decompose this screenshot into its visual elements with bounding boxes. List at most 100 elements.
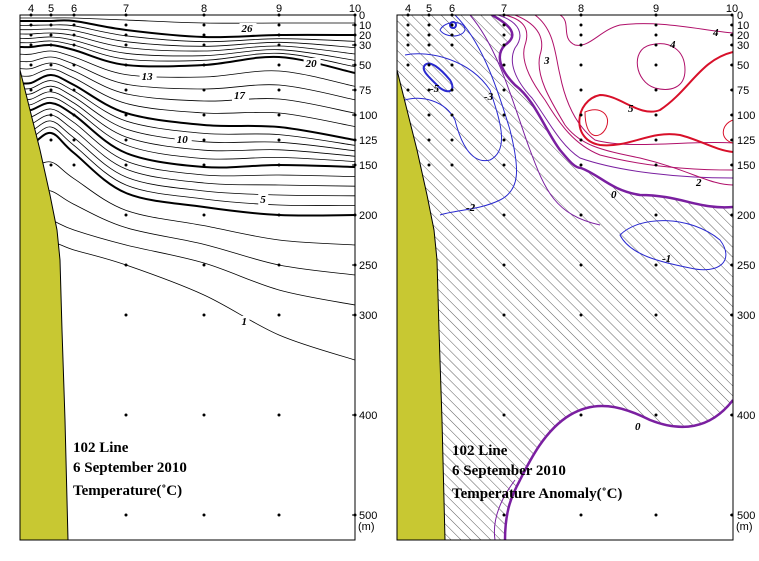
sample-point: [654, 88, 658, 92]
negative-anomaly-hatch: [397, 15, 733, 540]
station-label: 10: [349, 3, 361, 15]
sample-point: [72, 33, 76, 37]
sample-point: [450, 33, 454, 37]
sample-point: [124, 213, 128, 217]
isotherm-19: [20, 50, 355, 87]
sample-point: [202, 313, 206, 317]
sample-point: [502, 413, 506, 417]
sample-point: [124, 313, 128, 317]
sample-point: [502, 23, 506, 27]
sample-point: [72, 63, 76, 67]
sample-point: [579, 33, 583, 37]
sample-point: [124, 23, 128, 27]
sample-point: [654, 413, 658, 417]
sample-point: [277, 263, 281, 267]
isotherm-20: [20, 43, 355, 74]
contour-label: 0: [611, 189, 617, 201]
sample-point: [277, 33, 281, 37]
sample-point: [202, 23, 206, 27]
title-line: 102 Line: [73, 440, 129, 456]
isotherm-15: [20, 74, 355, 141]
sample-point: [502, 313, 506, 317]
isotherm-23: [20, 32, 355, 55]
contour-label: 17: [234, 90, 246, 102]
contour-label: 4: [669, 39, 676, 51]
depth-label: 20: [359, 30, 371, 42]
station-label: 4: [405, 3, 411, 15]
isotherm-13: [20, 85, 355, 152]
station-label: 4: [28, 3, 34, 15]
sample-point: [202, 163, 206, 167]
contour-label: 3: [543, 55, 550, 67]
sample-point: [502, 138, 506, 142]
sample-point: [277, 138, 281, 142]
contour-5-edge: [722, 119, 733, 144]
isotherm-12: [20, 91, 355, 157]
depth-label: 125: [737, 135, 755, 147]
sample-point: [406, 88, 410, 92]
sample-point: [277, 43, 281, 47]
contour-label: -1: [662, 253, 671, 265]
contour-minus3: [404, 53, 503, 162]
sample-point: [72, 43, 76, 47]
plot-frame: [19, 14, 356, 541]
depth-label: 10: [359, 20, 371, 32]
isotherm-25: [20, 24, 355, 43]
axes: 4 5 6 7 8 9 1001020305075100125150200250300400…: [405, 3, 755, 533]
station-label: 9: [276, 3, 282, 15]
sample-point: [450, 63, 454, 67]
contour-label: 5: [260, 194, 266, 206]
sample-point: [202, 43, 206, 47]
sample-point: [202, 113, 206, 117]
sample-point: [29, 23, 33, 27]
sample-point: [579, 313, 583, 317]
depth-label: 100: [359, 110, 377, 122]
depth-label: 300: [359, 310, 377, 322]
sample-point: [72, 163, 76, 167]
contour-label: 10: [177, 134, 189, 146]
sample-point: [202, 513, 206, 517]
depth-label: 200: [359, 210, 377, 222]
plot-frame: [396, 14, 734, 541]
sample-point: [654, 213, 658, 217]
station-label: 8: [201, 3, 207, 15]
sample-point: [406, 43, 410, 47]
sample-point: [427, 113, 431, 117]
depth-label: 400: [359, 410, 377, 422]
contour-label: 0: [635, 421, 641, 433]
station-label: 5: [48, 3, 54, 15]
sample-point: [277, 163, 281, 167]
sample-point: [579, 88, 583, 92]
sample-point: [124, 513, 128, 517]
sample-point: [502, 88, 506, 92]
sample-point: [49, 88, 53, 92]
isotherm-8: [20, 114, 355, 187]
isotherm-10: [20, 101, 355, 169]
contour-label: -5: [430, 83, 440, 95]
contour-5: [578, 51, 733, 153]
contour-bottom-left: [493, 479, 516, 540]
depth-label: 125: [359, 135, 377, 147]
sample-point: [72, 88, 76, 92]
contour-4-loop: [636, 43, 686, 90]
depth-label: 50: [359, 60, 371, 72]
sample-point: [72, 113, 76, 117]
sample-point: [579, 23, 583, 27]
label-bg: [139, 71, 157, 82]
sample-point: [277, 113, 281, 117]
sample-point: [124, 263, 128, 267]
sample-point: [579, 413, 583, 417]
sample-point: [277, 88, 281, 92]
sample-point: [202, 213, 206, 217]
station-label: 9: [653, 3, 659, 15]
station-label: 6: [449, 3, 455, 15]
contour-label: 5: [628, 103, 634, 115]
station-label: 8: [578, 3, 584, 15]
sample-point: [579, 63, 583, 67]
isotherm-14: [20, 80, 355, 146]
sample-point: [579, 113, 583, 117]
contour-0-5: [497, 15, 733, 179]
depth-label: 30: [737, 40, 749, 52]
sample-point: [502, 43, 506, 47]
sample-point: [502, 213, 506, 217]
